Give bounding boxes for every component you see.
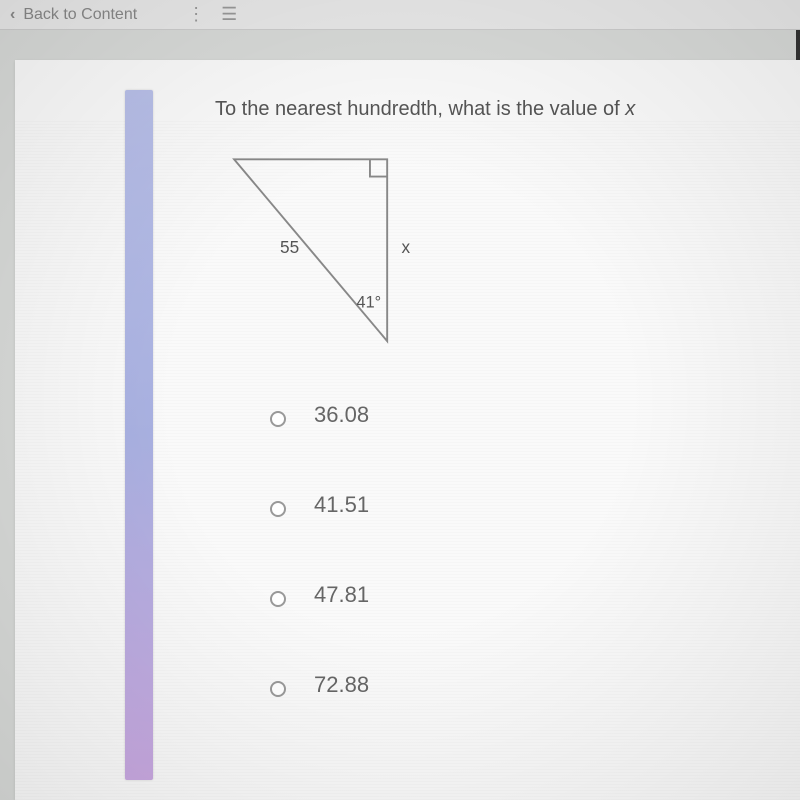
menu-icon[interactable]: ☰ [221, 4, 237, 25]
triangle-svg: 55 x 41° [215, 140, 435, 370]
header-icons: ⋮ ☰ [187, 4, 237, 25]
progress-bar [125, 90, 153, 780]
option-label: 72.88 [314, 672, 369, 698]
option-row[interactable]: 72.88 [270, 680, 369, 698]
answer-options: 36.08 41.51 47.81 72.88 [270, 410, 369, 770]
right-angle-marker [370, 159, 387, 176]
option-label: 41.51 [314, 492, 369, 518]
triangle-diagram: 55 x 41° [215, 140, 435, 370]
back-to-content-link[interactable]: Back to Content [23, 6, 137, 24]
radio-button-icon[interactable] [270, 591, 286, 607]
triangle-shape [234, 159, 387, 341]
right-edge-decoration [796, 30, 800, 60]
content-area: To the nearest hundredth, what is the va… [15, 60, 800, 800]
option-label: 47.81 [314, 582, 369, 608]
side-x-label: x [402, 237, 411, 257]
radio-button-icon[interactable] [270, 501, 286, 517]
option-row[interactable]: 47.81 [270, 590, 369, 608]
header-bar: ‹ Back to Content ⋮ ☰ [0, 0, 800, 30]
hypotenuse-label: 55 [280, 237, 299, 257]
more-options-icon[interactable]: ⋮ [187, 4, 203, 25]
back-chevron-icon[interactable]: ‹ [10, 6, 15, 24]
question-text: To the nearest hundredth, what is the va… [215, 98, 635, 121]
question-prefix: To the nearest hundredth, what is the va… [215, 98, 625, 120]
option-label: 36.08 [314, 402, 369, 428]
radio-button-icon[interactable] [270, 681, 286, 697]
angle-label: 41° [357, 294, 382, 312]
question-variable: x [625, 98, 635, 120]
option-row[interactable]: 36.08 [270, 410, 369, 428]
option-row[interactable]: 41.51 [270, 500, 369, 518]
radio-button-icon[interactable] [270, 411, 286, 427]
